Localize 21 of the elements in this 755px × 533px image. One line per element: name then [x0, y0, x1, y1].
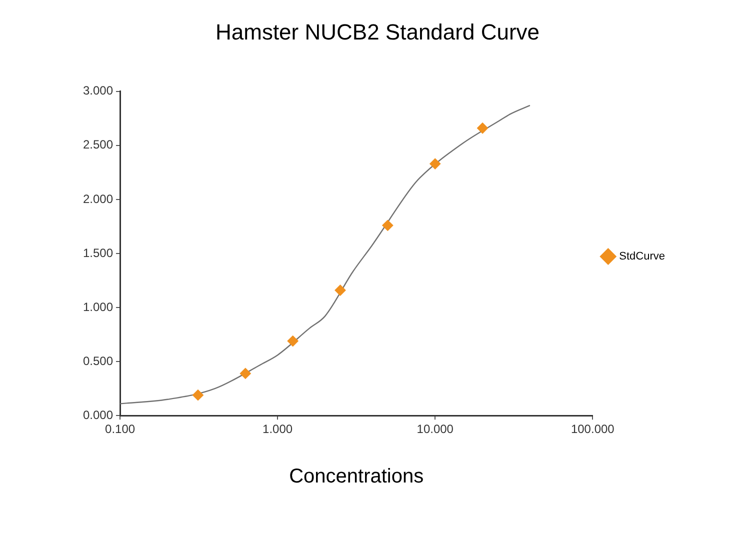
y-tick-label: 1.000 — [83, 300, 114, 314]
legend-label: StdCurve — [619, 250, 666, 263]
point — [477, 122, 488, 134]
x-tick-label: 10.000 — [416, 422, 454, 436]
x-tick-label: 1.000 — [262, 422, 293, 436]
x-tick-label: 100.000 — [570, 422, 615, 436]
point — [192, 390, 204, 401]
point — [334, 284, 346, 296]
point — [240, 368, 251, 379]
y-tick-label: 0.500 — [83, 354, 114, 368]
chart-title: Hamster NUCB2 Standard Curve — [215, 19, 540, 44]
x-axis-title: Concentrations — [289, 466, 424, 488]
y-tick-label: 0.000 — [83, 408, 114, 422]
y-tick-label: 2.000 — [83, 192, 114, 206]
y-tick-label: 3.000 — [83, 84, 114, 98]
point — [430, 158, 441, 170]
point — [382, 220, 394, 231]
y-tick-label: 1.500 — [83, 246, 114, 260]
y-tick-label: 2.500 — [83, 138, 114, 152]
x-tick-label: 0.100 — [105, 422, 136, 436]
point — [287, 336, 298, 347]
